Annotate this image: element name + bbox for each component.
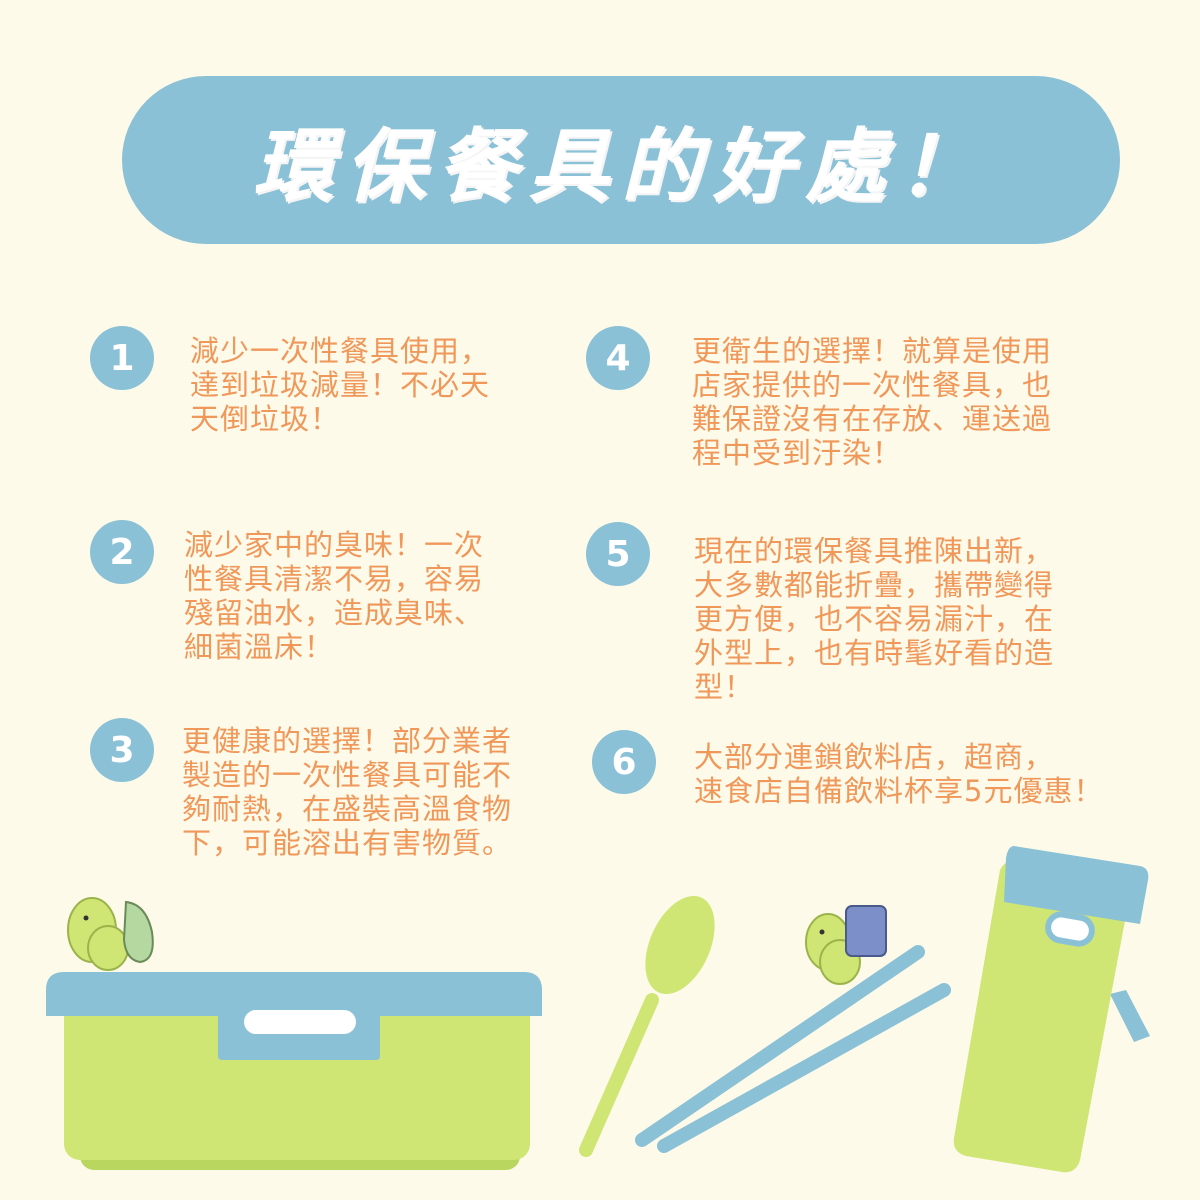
tip-number-badge: 3 — [90, 718, 154, 782]
tip-number-badge: 2 — [90, 520, 154, 584]
tip-text: 大部分連鎖飲料店，超商， 速食店自備飲料杯享5元優惠！ — [694, 740, 1104, 808]
tip-text: 更健康的選擇！部分業者 製造的一次性餐具可能不 夠耐熱，在盛裝高溫食物 下，可能… — [182, 724, 513, 860]
chopsticks-icon — [635, 945, 951, 1153]
bottle-icon — [953, 846, 1150, 1173]
page-title: 環保餐具的好處！ — [253, 120, 989, 213]
title-banner: 環保餐具的好處！ — [122, 76, 1120, 244]
tip-number-badge: 4 — [586, 326, 650, 390]
tip-text: 更衛生的選擇！就算是使用 店家提供的一次性餐具，也 難保證沒有在存放、運送過 程… — [692, 334, 1053, 470]
tip-number-badge: 5 — [586, 522, 650, 586]
dinosaur-icon — [67, 897, 154, 971]
tip-text: 現在的環保餐具推陳出新， 大多數都能折疊，攜帶變得 更方便，也不容易漏汁，在 外… — [694, 534, 1055, 704]
tip-number-badge: 1 — [90, 326, 154, 390]
lunchbox-icon — [46, 972, 542, 1170]
tip-number-badge: 6 — [592, 730, 656, 794]
dinosaur-icon — [805, 905, 887, 985]
tip-text: 減少一次性餐具使用， 達到垃圾減量！不必天 天倒垃圾！ — [190, 334, 491, 436]
tip-text: 減少家中的臭味！一次 性餐具清潔不易，容易 殘留油水，造成臭味、 細菌溫床！ — [184, 528, 485, 664]
spoon-icon — [579, 895, 715, 1157]
